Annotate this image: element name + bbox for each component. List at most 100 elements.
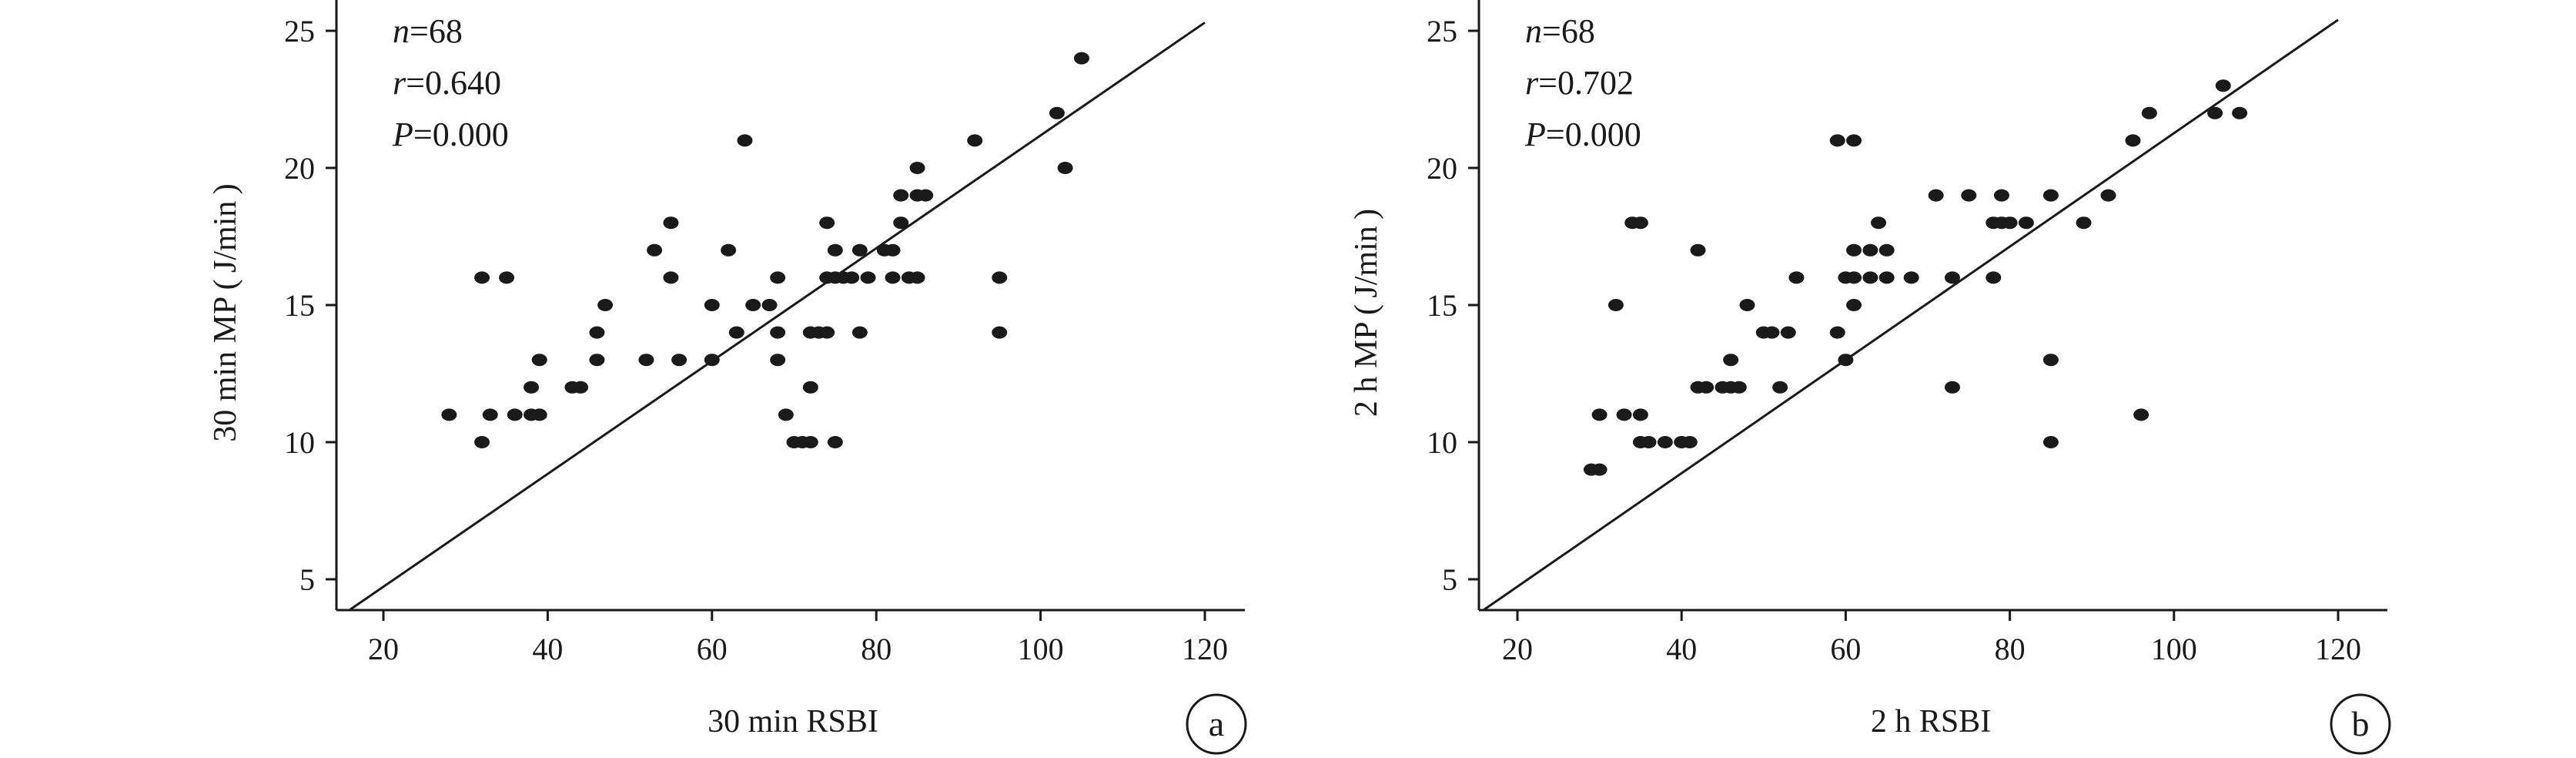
stat-symbol: n [1525,12,1542,50]
y-tick-label: 20 [284,151,315,186]
data-point [2125,134,2141,147]
stat-symbol: r [393,64,406,102]
data-point [2100,189,2116,202]
data-point [1829,134,1845,147]
data-point [770,271,786,284]
stat-symbol: P [1524,116,1546,153]
y-tick-label: 15 [284,288,315,323]
y-tick-label: 20 [1427,151,1457,186]
x-axis-label: 30 min RSBI [708,704,878,740]
x-tick-label: 40 [532,632,563,666]
data-point [2042,436,2059,448]
regression-line [347,22,1206,610]
data-point [778,408,794,421]
data-point [1591,408,1607,421]
x-tick-label: 120 [1182,632,1228,666]
y-tick-label: 10 [1427,425,1457,460]
data-point [1928,189,1944,202]
data-point [745,299,761,311]
data-point [909,162,925,174]
x-axis-label: 2 h RSBI [1871,704,1991,740]
data-point [524,381,540,394]
data-point [1073,52,1089,65]
x-tick-label: 40 [1666,632,1697,666]
data-point [671,354,687,367]
data-point [802,436,818,448]
data-point [531,354,547,367]
data-point [589,354,605,367]
y-tick-label: 5 [299,562,315,597]
data-point [2042,354,2059,367]
stat-symbol: n [393,12,410,50]
x-tick-label: 20 [1502,632,1533,666]
y-axis-label: 30 min MP ( J/min ) [208,183,243,442]
data-point [770,326,786,339]
data-point [1632,408,1648,421]
data-point [2215,79,2231,92]
x-tick-label: 20 [368,632,399,666]
data-point [1616,408,1632,421]
data-point [851,326,868,339]
y-tick-label: 25 [1427,14,1457,49]
data-point [1862,271,1878,284]
data-point [893,189,909,202]
data-point [1049,106,1065,119]
data-point [2018,216,2034,230]
data-point [2076,216,2092,230]
data-point [1871,216,1887,230]
data-point [844,271,860,284]
data-point [482,408,498,421]
data-point [1057,162,1073,174]
data-point [1903,271,1919,284]
stat-r: r=0.640 [393,64,501,102]
data-point [1846,299,1862,311]
panel-badge-label: a [1209,704,1224,743]
y-tick-label: 10 [284,425,315,460]
data-point [474,271,490,284]
data-point [1846,271,1862,284]
data-point [885,271,901,284]
data-point [819,326,835,339]
data-point [2002,216,2018,230]
data-point [531,408,547,421]
data-point [1878,243,1895,257]
data-point [597,299,614,311]
data-point [1723,354,1739,367]
panel-badge-circle [1186,693,1247,755]
data-point [1788,271,1805,284]
data-point [1961,189,1977,202]
data-point [893,216,909,230]
data-point [638,354,654,367]
data-point [589,326,605,339]
x-tick-label: 60 [697,632,728,666]
data-point [1846,134,1862,147]
data-point [1993,189,2009,202]
data-point [860,271,876,284]
x-tick-label: 100 [2151,632,2197,666]
data-point [761,299,778,311]
data-point [1772,381,1788,394]
data-point [704,299,720,311]
panel-badge-label: b [2352,704,2370,743]
stat-value: =68 [1542,12,1595,50]
data-point [1862,243,1878,257]
data-point [441,408,457,421]
data-point [1657,436,1673,448]
data-point [1764,326,1780,339]
data-point [851,243,868,257]
y-tick-label: 15 [1427,288,1457,323]
stat-value: =0.640 [406,64,501,102]
stat-value: =0.000 [1546,116,1641,153]
data-point [647,243,663,257]
scatter-panel-a: 20 40 60 80 100 120 5 10 15 20 25 30 min RSBI 30 min… [208,0,1247,755]
x-tick-label: 80 [861,632,892,666]
stat-n: n=68 [393,12,463,50]
stat-n: n=68 [1525,12,1595,50]
data-point [2042,189,2059,202]
data-point [474,436,490,448]
data-point [737,134,753,147]
data-point [1838,354,1854,367]
stat-value: =0.000 [413,116,509,153]
data-point [1607,299,1624,311]
